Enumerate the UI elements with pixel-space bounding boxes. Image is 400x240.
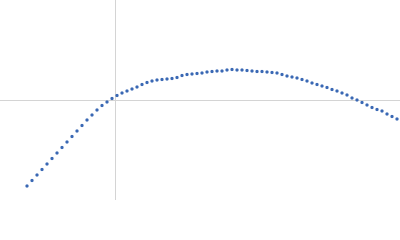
point — [395, 117, 399, 121]
point — [240, 68, 244, 72]
point — [90, 113, 94, 117]
point — [275, 71, 279, 75]
point — [285, 74, 289, 78]
point — [65, 140, 69, 144]
point — [80, 123, 84, 128]
point — [140, 82, 144, 87]
point — [365, 103, 369, 107]
point — [155, 78, 159, 82]
point — [245, 68, 249, 73]
point — [165, 77, 169, 81]
point — [160, 77, 164, 82]
point — [350, 96, 354, 100]
point — [70, 134, 74, 139]
chart — [0, 0, 400, 200]
point — [320, 84, 324, 88]
point — [170, 76, 174, 81]
point — [235, 68, 239, 72]
point — [220, 69, 224, 73]
point — [200, 71, 204, 75]
point — [250, 69, 254, 73]
point — [60, 145, 64, 150]
point — [315, 82, 319, 87]
point — [255, 69, 259, 74]
point — [370, 105, 374, 110]
point — [290, 75, 294, 79]
point — [175, 75, 179, 80]
point — [355, 98, 359, 102]
point — [205, 70, 209, 74]
point — [345, 93, 349, 97]
point — [270, 70, 274, 75]
point — [360, 100, 364, 105]
point — [180, 73, 184, 78]
point — [55, 151, 59, 155]
point — [135, 85, 139, 89]
point — [215, 69, 219, 73]
point — [390, 114, 394, 119]
point — [130, 87, 134, 91]
point — [300, 77, 304, 82]
point — [210, 69, 214, 74]
point — [105, 100, 109, 104]
point — [110, 96, 114, 101]
point — [305, 79, 309, 83]
point — [95, 108, 99, 112]
point — [280, 72, 284, 77]
point — [380, 109, 384, 113]
point — [335, 89, 339, 93]
point — [260, 69, 264, 74]
point — [195, 71, 199, 76]
point — [150, 79, 154, 83]
point — [375, 107, 379, 112]
point — [340, 91, 344, 95]
point — [295, 76, 299, 80]
point — [225, 68, 229, 72]
point — [35, 173, 39, 177]
point — [50, 156, 54, 161]
point — [115, 93, 119, 98]
point — [190, 72, 194, 76]
point — [30, 178, 34, 183]
point — [230, 67, 234, 72]
point — [120, 91, 124, 95]
point — [145, 80, 149, 85]
point — [310, 81, 314, 85]
point — [45, 162, 49, 166]
point — [25, 184, 29, 188]
point — [330, 87, 334, 92]
point — [40, 167, 44, 172]
point — [75, 129, 79, 133]
point — [85, 118, 89, 122]
point — [385, 112, 389, 116]
point — [265, 70, 269, 74]
point — [185, 72, 189, 77]
point — [325, 85, 329, 90]
point — [100, 103, 104, 108]
point — [125, 89, 129, 93]
